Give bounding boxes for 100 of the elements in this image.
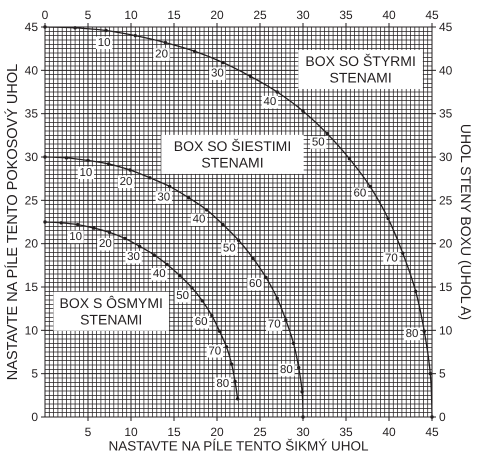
point <box>236 238 240 242</box>
point <box>292 342 296 346</box>
x-tick-label: 40 <box>382 425 396 439</box>
point <box>168 184 172 188</box>
point <box>192 50 196 53</box>
x2-tick-label: 45 <box>425 8 439 22</box>
point <box>430 415 434 419</box>
point <box>64 156 68 160</box>
x2-tick-label: 10 <box>124 8 138 22</box>
x-axis-title: NASTAVTE NA PÍLE TENTO ŠIKMÝ UHOL <box>108 438 370 454</box>
y2-tick-label: 30 <box>439 150 453 164</box>
point <box>248 74 252 78</box>
y-tick-label: 40 <box>24 63 38 78</box>
point <box>218 330 222 333</box>
point <box>224 345 228 348</box>
x2-tick-label: 5 <box>84 8 92 22</box>
point <box>43 25 47 29</box>
point <box>414 290 418 294</box>
point <box>276 90 279 94</box>
x2-tick-label: 30 <box>296 8 310 22</box>
point <box>301 109 305 113</box>
y-tick-label: 5 <box>31 366 38 381</box>
point <box>152 253 156 257</box>
y-tick-label: 15 <box>24 280 38 294</box>
x2-tick-label: 25 <box>253 8 267 22</box>
point <box>43 220 47 224</box>
y2-tick-label: 10 <box>439 323 453 338</box>
point <box>401 252 404 255</box>
y-axis-title: NASTAVTE NA PÍLE TENTO POKOSOVÝ UHOL <box>4 64 21 380</box>
y-tick-label: 10 <box>24 323 38 338</box>
point <box>190 286 194 290</box>
point <box>108 230 112 234</box>
point <box>233 380 237 384</box>
point <box>276 296 279 300</box>
y2-tick-label: 25 <box>439 193 453 208</box>
y2-tick-label: 40 <box>439 63 453 78</box>
series-label: BOX S ÔSMYMI STENAMI <box>59 295 163 328</box>
y-tick-label: 25 <box>24 193 38 208</box>
x-tick-label: 5 <box>84 425 92 439</box>
point <box>43 155 47 159</box>
point <box>76 222 80 226</box>
point <box>128 168 132 172</box>
point <box>148 176 152 180</box>
point <box>301 415 305 419</box>
x2-tick-label: 15 <box>167 8 181 22</box>
point <box>422 330 426 333</box>
y2-tick-label: 20 <box>439 236 453 251</box>
y2-tick-label: 45 <box>439 20 453 34</box>
point <box>178 274 182 278</box>
point <box>428 372 432 376</box>
point <box>284 318 288 322</box>
point <box>106 162 110 166</box>
point <box>236 397 240 400</box>
y-tick-label: 35 <box>24 106 38 121</box>
point <box>200 299 204 303</box>
point <box>60 221 64 225</box>
y-tick-label: 20 <box>24 236 38 251</box>
x-tick-label: 15 <box>167 425 181 439</box>
point <box>386 216 390 220</box>
y2-tick-label: 0 <box>439 410 446 424</box>
point <box>186 196 190 200</box>
point <box>73 26 77 30</box>
x-tick-label: 30 <box>296 425 310 439</box>
point <box>104 28 108 32</box>
y2-tick-label: 35 <box>439 106 453 121</box>
series-label: BOX SO ŠIESTIMI STENAMI <box>174 138 292 171</box>
x2-tick-label: 35 <box>339 8 353 22</box>
point <box>86 158 90 162</box>
x-tick-label: 45 <box>425 425 439 439</box>
point <box>251 256 255 260</box>
point <box>165 262 169 266</box>
point <box>164 40 168 44</box>
point <box>221 222 225 226</box>
y-tick-label: 0 <box>31 410 38 424</box>
point <box>300 390 304 394</box>
series-label: BOX SO ŠTYRMI STENAMI <box>305 53 416 86</box>
x2-tick-label: 0 <box>42 8 49 22</box>
point <box>123 236 127 240</box>
x-tick-label: 20 <box>210 425 224 439</box>
point <box>368 184 372 188</box>
x-tick-label: 10 <box>124 425 138 439</box>
y2-tick-label: 15 <box>439 280 453 294</box>
point <box>210 314 214 318</box>
point <box>348 157 352 160</box>
point <box>134 34 137 38</box>
point <box>230 362 234 366</box>
x2-tick-label: 20 <box>210 8 224 22</box>
y2-axis-title: UHOL STENY BOXU (UHOL A) <box>458 124 474 320</box>
x-tick-label: 25 <box>253 425 267 439</box>
point <box>325 132 329 136</box>
point <box>264 276 268 280</box>
y-tick-label: 30 <box>24 150 38 164</box>
point <box>297 366 300 370</box>
point <box>221 60 225 64</box>
y-tick-label: 45 <box>24 20 38 34</box>
y2-tick-label: 5 <box>439 366 446 381</box>
point <box>138 244 142 248</box>
point <box>92 226 96 230</box>
point <box>204 208 208 212</box>
x2-tick-label: 40 <box>382 8 396 22</box>
